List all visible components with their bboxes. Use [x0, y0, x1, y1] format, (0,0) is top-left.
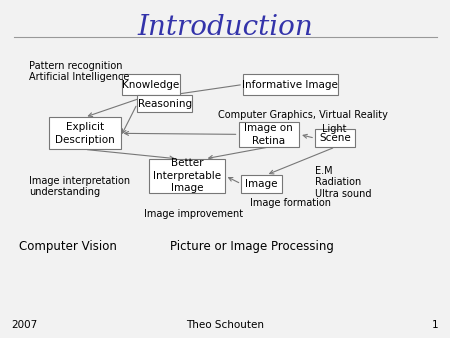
Text: Knowledge: Knowledge: [122, 79, 180, 90]
Text: Pattern recognition
Artificial Intelligence: Pattern recognition Artificial Intellige…: [29, 61, 130, 82]
Text: 1: 1: [432, 319, 439, 330]
FancyBboxPatch shape: [148, 159, 225, 193]
Text: Introduction: Introduction: [137, 14, 313, 41]
FancyBboxPatch shape: [243, 74, 338, 95]
Text: Image formation: Image formation: [250, 198, 331, 208]
Text: Theo Schouten: Theo Schouten: [186, 319, 264, 330]
Text: Computer Vision: Computer Vision: [18, 240, 117, 253]
FancyBboxPatch shape: [315, 129, 356, 147]
Text: Reasoning: Reasoning: [138, 99, 192, 109]
Text: E.M
Radiation
Ultra sound: E.M Radiation Ultra sound: [315, 166, 372, 199]
FancyBboxPatch shape: [241, 175, 282, 193]
Text: Computer Graphics, Virtual Reality: Computer Graphics, Virtual Reality: [218, 110, 388, 120]
Text: Image interpretation
understanding: Image interpretation understanding: [29, 176, 130, 197]
Text: Image: Image: [245, 179, 278, 189]
Text: Image on
Retina: Image on Retina: [244, 123, 293, 146]
Text: Informative Image: Informative Image: [242, 79, 338, 90]
Text: 2007: 2007: [11, 319, 37, 330]
Text: Light: Light: [322, 124, 346, 134]
Text: Explicit
Description: Explicit Description: [55, 122, 114, 145]
Text: Better
Interpretable
Image: Better Interpretable Image: [153, 159, 221, 193]
Text: Image improvement: Image improvement: [144, 209, 243, 219]
FancyBboxPatch shape: [49, 117, 121, 149]
FancyBboxPatch shape: [238, 122, 299, 147]
FancyBboxPatch shape: [122, 74, 180, 95]
Text: Picture or Image Processing: Picture or Image Processing: [170, 240, 334, 253]
Text: Scene: Scene: [320, 133, 351, 143]
FancyBboxPatch shape: [137, 95, 192, 112]
